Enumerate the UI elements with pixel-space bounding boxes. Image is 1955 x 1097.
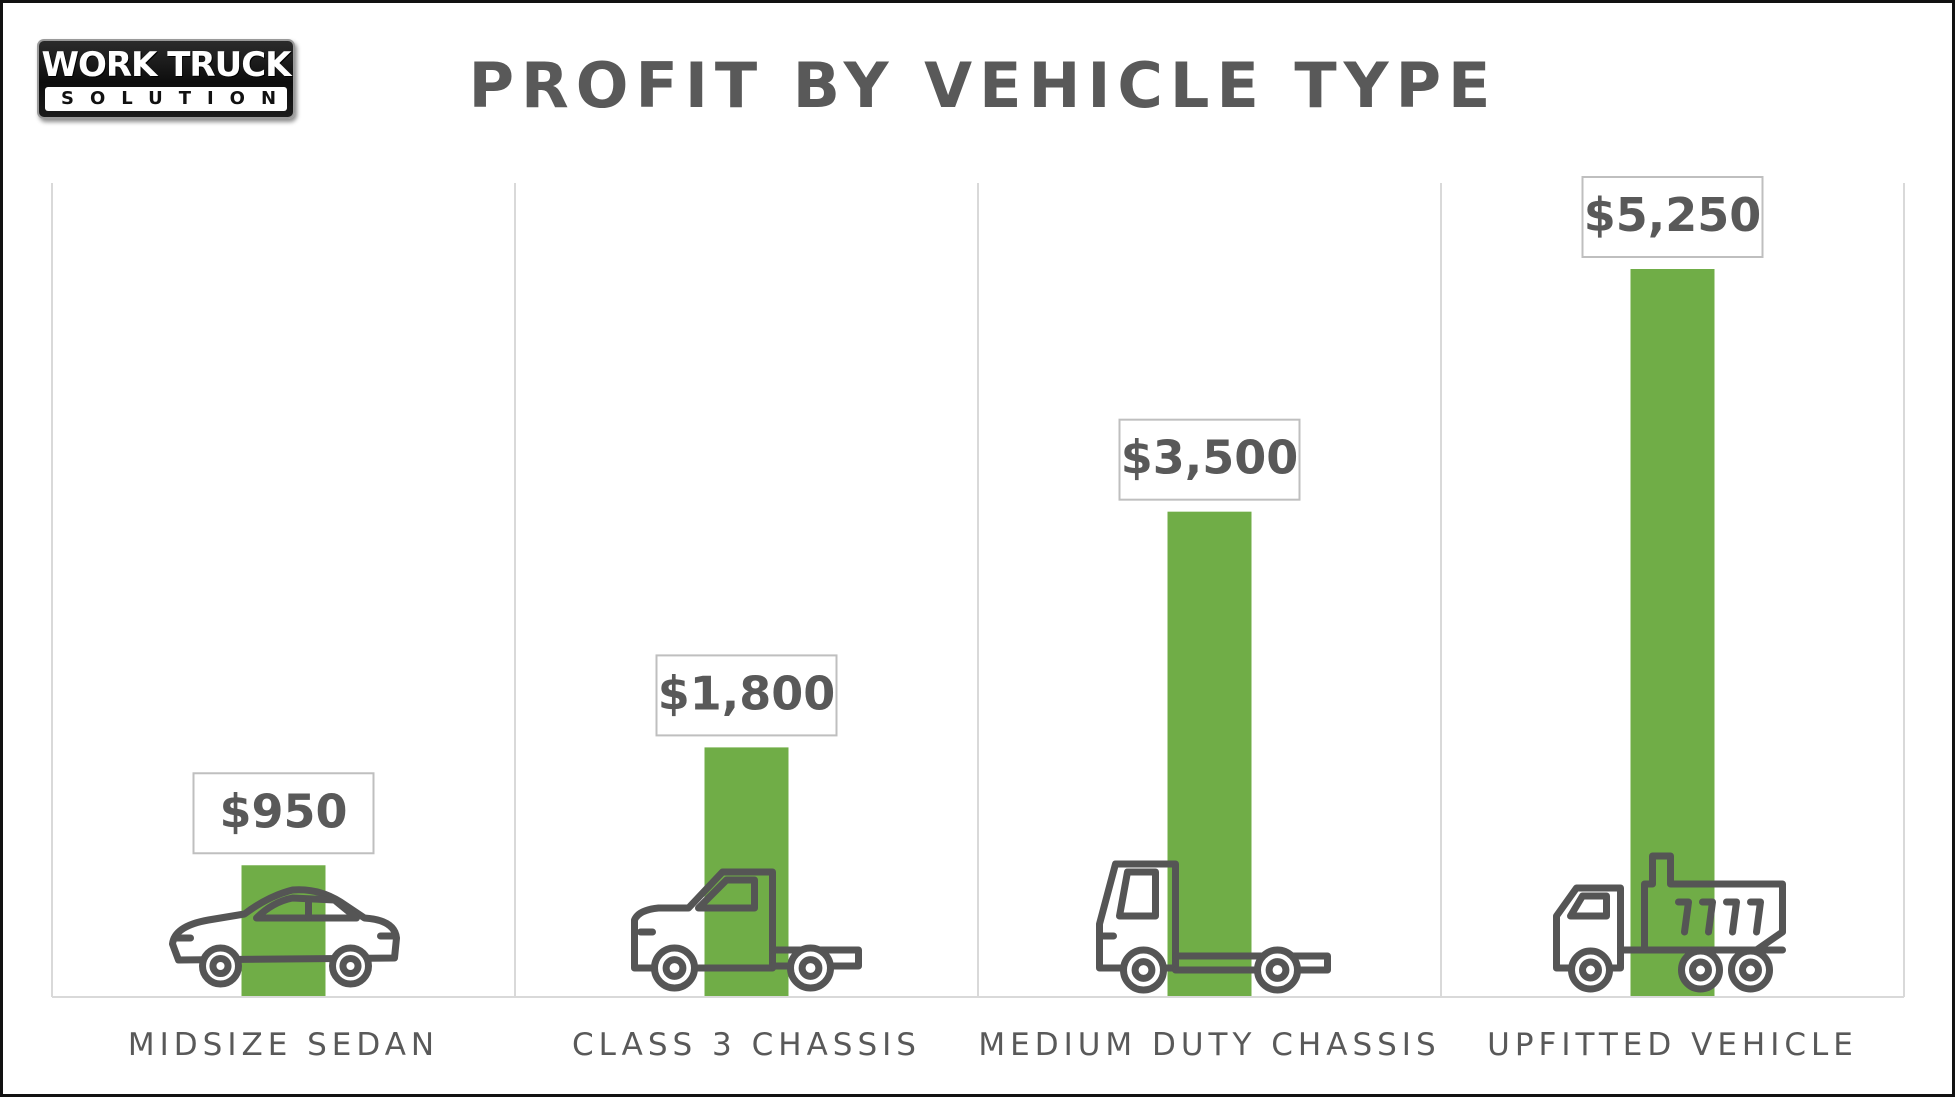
data-label: $1,800 (658, 666, 836, 720)
tick-label: UPFITTED VEHICLE (1487, 1027, 1858, 1063)
tick-label: CLASS 3 CHASSIS (572, 1027, 921, 1063)
tick-label: MIDSIZE SEDAN (128, 1027, 439, 1063)
chart-title: PROFIT BY VEHICLE TYPE (468, 49, 1498, 122)
data-label-box (192, 772, 375, 855)
pickup-chassis-icon (631, 868, 862, 992)
logo-line-2: SOLUTIONS (45, 87, 293, 111)
dump-truck-icon (1553, 852, 1786, 993)
data-label: $5,250 (1584, 188, 1762, 242)
logo-line-1: WORK TRUCK (41, 45, 291, 85)
data-label: $3,500 (1121, 431, 1299, 485)
data-label-box (1581, 176, 1764, 258)
data-label-box (1118, 418, 1301, 501)
company-logo: WORK TRUCK SOLUTIONS (37, 39, 295, 119)
bar-3 (1167, 511, 1252, 997)
data-label: $950 (219, 784, 347, 838)
data-label-box (655, 654, 838, 737)
tick-label: MEDIUM DUTY CHASSIS (978, 1027, 1440, 1063)
medium-duty-chassis-icon (1096, 860, 1331, 994)
bar-1 (241, 865, 326, 997)
sedan-icon (169, 886, 400, 988)
